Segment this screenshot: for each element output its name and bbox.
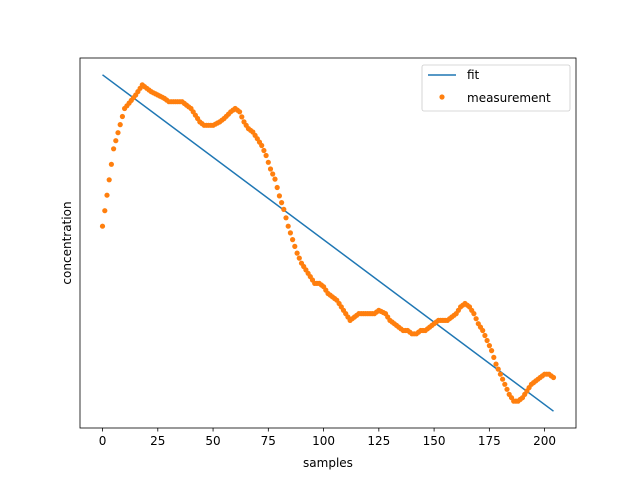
- x-tick-label: 25: [150, 434, 165, 448]
- measurement-point: [259, 142, 265, 149]
- measurement-point: [502, 381, 508, 387]
- measurement-point: [471, 311, 477, 317]
- measurement-point: [119, 113, 125, 120]
- measurement-point: [290, 237, 296, 243]
- measurement-point: [484, 337, 490, 344]
- measurement-point: [265, 159, 271, 165]
- x-tick-label: 75: [261, 434, 276, 448]
- measurement-point: [497, 371, 503, 377]
- measurement-point: [272, 176, 278, 182]
- measurement-point: [489, 348, 495, 354]
- measurement-point: [550, 374, 557, 381]
- x-tick-label: 125: [367, 434, 390, 448]
- legend-measurement-swatch: [439, 94, 445, 100]
- measurement-point: [491, 354, 497, 360]
- y-axis-label: concentration: [60, 201, 74, 284]
- measurement-point: [294, 250, 300, 256]
- measurement-point: [287, 230, 293, 236]
- legend-fit-label: fit: [467, 68, 480, 82]
- measurement-point: [108, 161, 114, 167]
- measurement-point: [274, 184, 280, 191]
- legend: fit measurement: [421, 64, 571, 112]
- series-fit-line: [102, 74, 554, 412]
- measurement-point: [267, 166, 274, 172]
- measurement-point: [480, 327, 486, 334]
- axes-frame: [79, 57, 577, 429]
- measurement-point: [292, 243, 298, 249]
- measurement-point: [473, 316, 479, 322]
- measurement-point: [270, 171, 276, 177]
- plot-area: [99, 74, 557, 412]
- measurement-point: [237, 109, 243, 115]
- measurement-point: [115, 130, 121, 136]
- measurement-point: [276, 193, 282, 199]
- measurement-point: [285, 223, 291, 229]
- x-axis-ticks: 0 25 50 75 100 125 150 175 200: [99, 428, 556, 448]
- measurement-point: [106, 177, 112, 183]
- legend-box: [421, 64, 571, 112]
- measurement-point: [283, 215, 289, 221]
- measurement-point: [495, 366, 501, 372]
- measurement-point: [261, 147, 267, 154]
- x-tick-label: 50: [205, 434, 220, 448]
- measurement-point: [281, 206, 287, 212]
- x-tick-label: 100: [312, 434, 335, 448]
- x-tick-label: 150: [423, 434, 446, 448]
- measurement-point: [102, 208, 108, 214]
- measurement-point: [486, 343, 492, 349]
- measurement-point: [296, 255, 302, 261]
- measurement-point: [117, 122, 123, 128]
- measurement-point: [482, 332, 488, 339]
- series-measurement-points: [99, 82, 557, 404]
- measurement-point: [99, 223, 106, 229]
- measurement-point: [239, 114, 245, 120]
- x-tick-label: 175: [478, 434, 501, 448]
- x-tick-label: 0: [99, 434, 107, 448]
- measurement-point: [111, 146, 117, 152]
- measurement-point: [500, 376, 506, 382]
- measurement-point: [263, 152, 269, 159]
- x-axis-label: samples: [303, 456, 353, 470]
- measurement-point: [493, 361, 499, 367]
- legend-measurement-label: measurement: [467, 91, 551, 105]
- measurement-point: [104, 192, 110, 198]
- x-tick-label: 200: [533, 434, 556, 448]
- measurement-point: [113, 138, 119, 144]
- measurement-point: [504, 386, 510, 392]
- measurement-point: [279, 200, 285, 206]
